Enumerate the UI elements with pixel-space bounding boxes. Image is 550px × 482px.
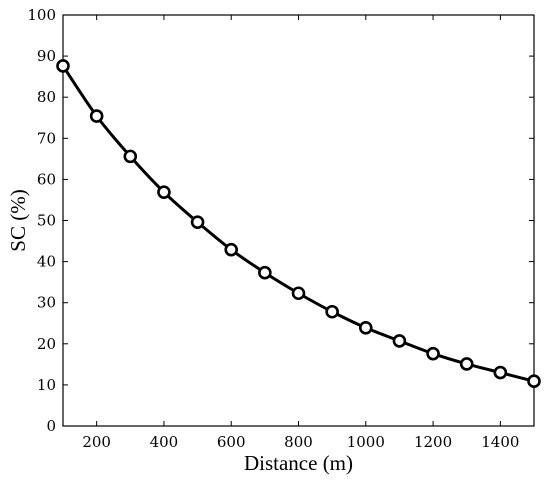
y-tick-label: 60 xyxy=(37,170,56,188)
data-point xyxy=(224,242,239,257)
x-tick-label: 1000 xyxy=(347,433,385,451)
x-tick-label: 200 xyxy=(82,433,111,451)
y-tick-label: 30 xyxy=(37,294,56,312)
data-point xyxy=(493,365,508,380)
y-tick-label: 40 xyxy=(37,253,56,271)
data-point xyxy=(459,357,474,371)
axis-ticks xyxy=(63,14,534,427)
y-tick-label: 50 xyxy=(37,212,56,230)
axis-tick-labels: 200 400 600 800 1000 1200 1400 0 10 20 30 40 50 60 70 8… xyxy=(27,6,519,451)
data-point xyxy=(392,334,407,348)
data-point xyxy=(258,265,272,280)
data-point xyxy=(358,320,373,335)
x-tick-label: 800 xyxy=(284,433,313,451)
y-tick-label: 20 xyxy=(37,335,56,353)
data-point xyxy=(89,109,104,123)
y-tick-label: 90 xyxy=(37,47,56,65)
x-axis-label: Distance (m) xyxy=(244,451,353,475)
y-tick-label: 80 xyxy=(37,88,56,106)
y-tick-label: 70 xyxy=(37,129,56,147)
x-tick-label: 1400 xyxy=(481,433,519,451)
data-point xyxy=(325,304,339,319)
data-point xyxy=(291,286,306,301)
y-tick-label: 100 xyxy=(27,6,56,24)
data-point xyxy=(56,59,70,73)
data-point xyxy=(527,374,541,389)
data-point xyxy=(123,149,138,164)
x-tick-label: 1200 xyxy=(414,433,452,451)
data-point xyxy=(157,185,171,199)
x-tick-label: 600 xyxy=(217,433,246,451)
plot-area xyxy=(62,14,535,427)
y-tick-label: 0 xyxy=(46,417,56,435)
x-tick-label: 400 xyxy=(150,433,179,451)
series-layer xyxy=(56,59,541,389)
y-axis-label: SC (%) xyxy=(6,189,30,251)
data-point xyxy=(426,346,440,361)
data-point xyxy=(190,215,205,229)
y-tick-label: 10 xyxy=(37,376,56,394)
